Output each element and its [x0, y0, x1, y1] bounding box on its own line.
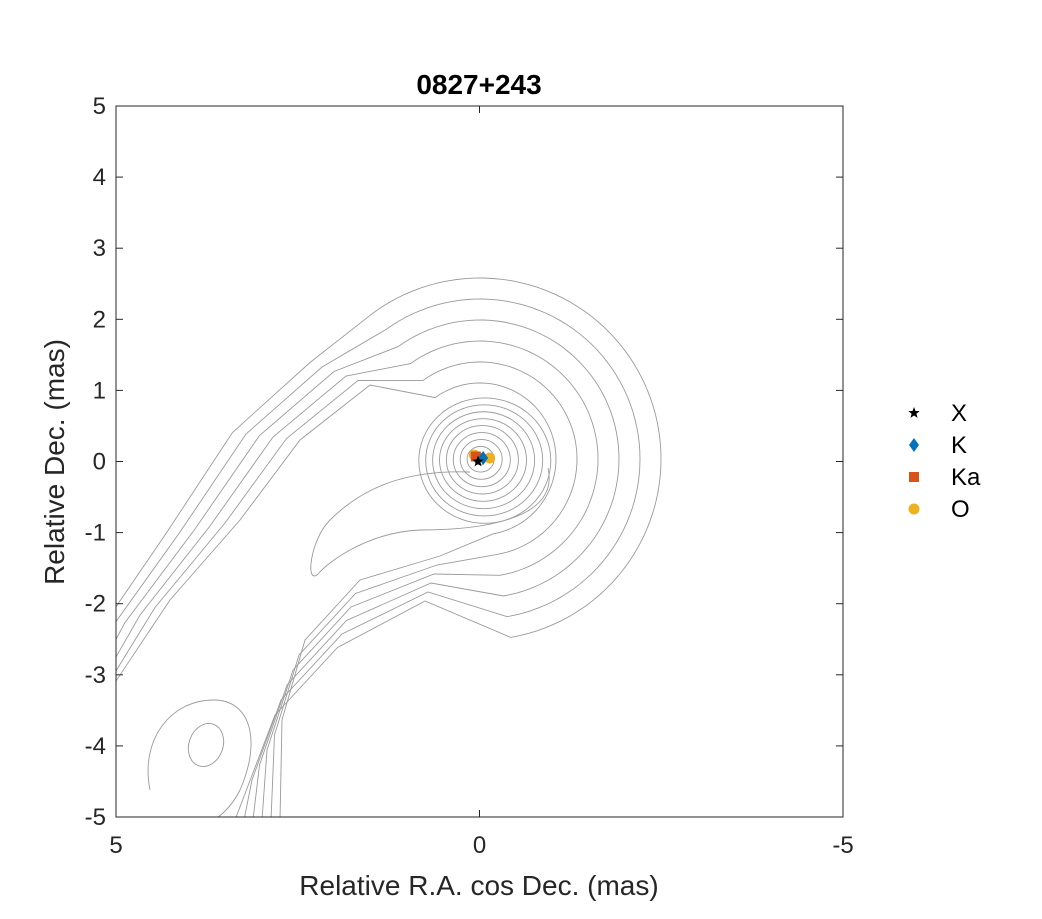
x-axis-label: Relative R.A. cos Dec. (mas): [299, 870, 658, 901]
marker-o-point: [484, 452, 496, 464]
axes-box: [115, 105, 844, 818]
contour-line: [439, 418, 527, 502]
data-markers: [468, 449, 496, 467]
contour-line: [418, 397, 552, 524]
y-tick-label: 1: [93, 377, 106, 404]
marker-x-point: [472, 455, 484, 467]
y-tick-label: 5: [93, 93, 106, 120]
y-tick-label: 3: [93, 235, 106, 262]
chart-title: 0827+243: [416, 69, 541, 100]
y-tick-label: -2: [85, 591, 106, 618]
contour-line: [116, 319, 620, 817]
legend-label-ka: Ka: [951, 464, 981, 491]
contour-line: [432, 411, 536, 510]
contour-line: [445, 425, 519, 495]
y-tick-label: -4: [85, 733, 106, 760]
legend-label-k: K: [951, 432, 967, 459]
legend-marker-k: [909, 438, 919, 452]
contour-line: [459, 438, 503, 480]
legend-label-x: X: [951, 400, 967, 427]
marker-ka-point: [470, 451, 481, 462]
y-tick-label: -1: [85, 520, 106, 547]
y-tick-label: -5: [85, 804, 106, 831]
y-tick-label: -3: [85, 662, 106, 689]
contour-line: [310, 467, 550, 577]
x-tick-label: 5: [109, 832, 122, 859]
y-tick-label: 4: [93, 164, 106, 191]
contour-line: [187, 723, 225, 767]
contour-line: [116, 361, 578, 817]
y-tick-label: 2: [93, 306, 106, 333]
x-tick-label: 0: [473, 832, 486, 859]
contour-line: [452, 432, 511, 488]
contour-line: [147, 699, 252, 817]
contour-line: [116, 277, 662, 817]
x-tick-label: -5: [832, 832, 853, 859]
y-tick-label: 0: [93, 449, 106, 476]
legend-label-o: O: [951, 496, 970, 523]
legend-marker-o: [908, 503, 920, 515]
contour-line: [116, 298, 641, 817]
contour-line: [116, 382, 557, 817]
contour-line: [425, 404, 544, 517]
legend: XK Ka O: [908, 400, 981, 523]
y-axis-label: Relative Dec. (mas): [39, 339, 70, 585]
contour-map: [116, 277, 662, 817]
legend-marker-x: [908, 407, 920, 418]
legend-marker-ka: [909, 472, 919, 482]
contour-line: [116, 340, 599, 817]
